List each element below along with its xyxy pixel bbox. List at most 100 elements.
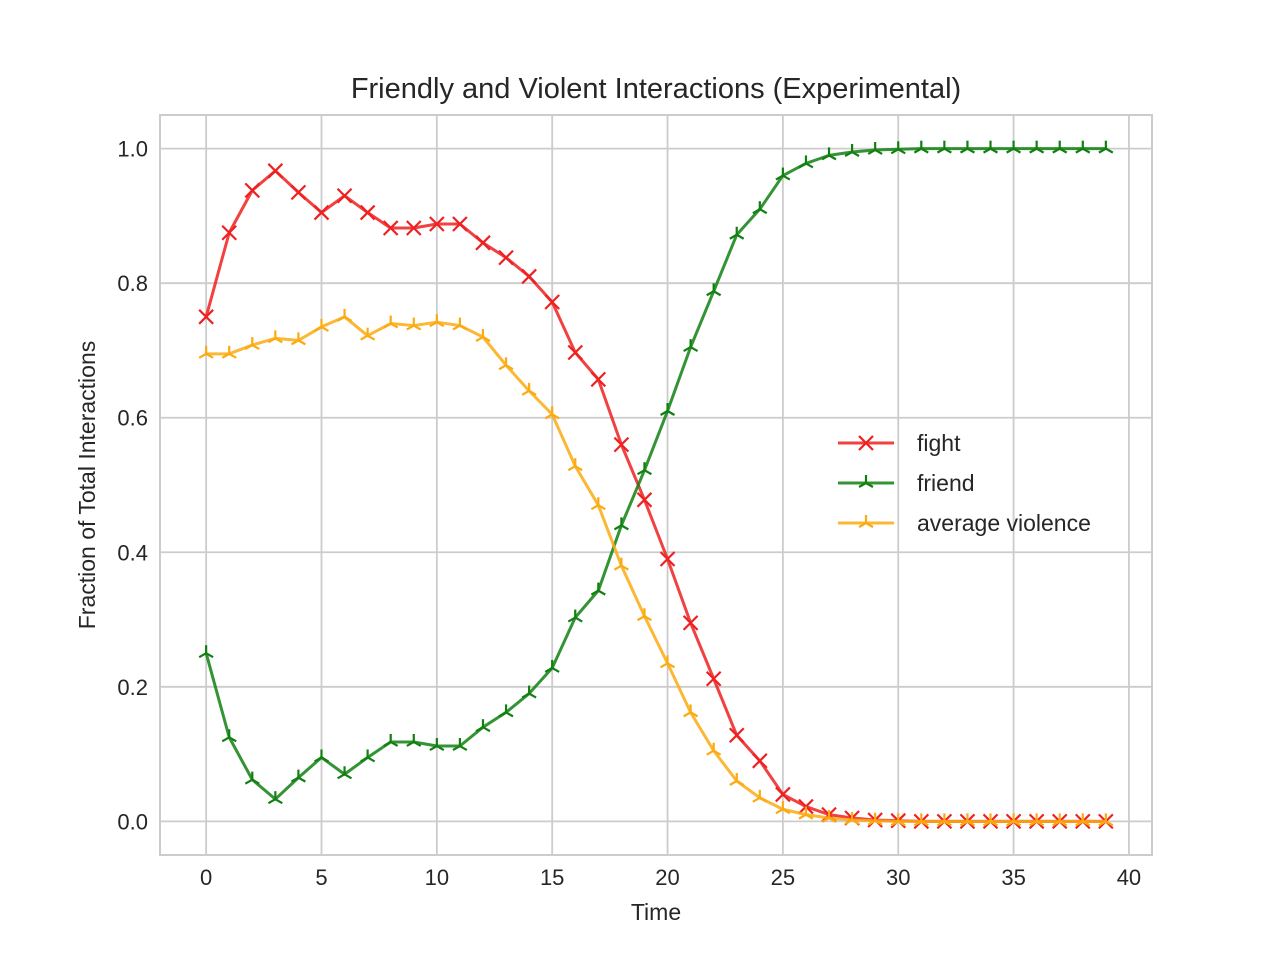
data-point-friend	[290, 769, 306, 783]
data-point-friend	[198, 645, 214, 659]
data-point-friend	[683, 339, 699, 353]
y-tick-label: 0.4	[117, 540, 148, 565]
legend-item-friend: friend	[838, 470, 975, 496]
data-point-fight	[498, 249, 514, 266]
data-point-fight	[221, 224, 237, 241]
data-point-fight	[613, 436, 630, 453]
data-point-friend	[498, 704, 514, 718]
data-point-fight	[429, 216, 445, 232]
y-tick-labels: 0.0 0.2 0.4 0.6 0.8 1.0	[117, 137, 148, 835]
data-point-friend	[221, 729, 237, 743]
data-point-average-violence	[936, 813, 952, 827]
data-point-average-violence	[244, 337, 260, 351]
x-tick-label: 5	[315, 865, 327, 890]
data-point-fight	[775, 786, 791, 803]
data-point-friend	[267, 791, 283, 805]
data-point-average-violence	[567, 458, 583, 472]
x-tick-label: 15	[540, 865, 564, 890]
y-tick-label: 0.2	[117, 675, 148, 700]
x-tick-label: 35	[1001, 865, 1025, 890]
data-point-friend	[1006, 140, 1022, 154]
series-line-friend	[204, 147, 1106, 801]
data-point-fight	[244, 182, 261, 199]
data-point-fight	[752, 753, 768, 769]
data-point-fight	[682, 615, 699, 631]
data-point-average-violence	[1098, 813, 1114, 827]
legend: fight friend average violence	[838, 430, 1091, 536]
data-point-average-violence	[521, 382, 537, 396]
data-point-friend	[936, 140, 952, 154]
data-point-friend	[983, 140, 999, 154]
data-point-fight	[290, 184, 307, 201]
series-line-average-violence	[206, 315, 1106, 823]
data-point-average-violence	[660, 655, 676, 669]
data-point-friend	[636, 462, 652, 476]
data-point-friend	[1052, 140, 1068, 154]
data-point-friend	[567, 609, 583, 623]
data-point-friend	[660, 403, 676, 416]
data-point-friend	[406, 733, 422, 747]
data-point-average-violence	[475, 329, 491, 342]
data-point-average-violence	[729, 773, 745, 786]
data-point-fight	[313, 204, 330, 221]
legend-label: friend	[917, 470, 975, 496]
data-point-fight	[544, 294, 560, 310]
data-point-friend	[475, 719, 491, 733]
data-point-friend	[313, 749, 329, 763]
data-point-fight	[267, 163, 284, 179]
data-point-friend	[775, 167, 791, 181]
data-point-average-violence	[775, 801, 791, 815]
data-point-fight	[359, 204, 376, 221]
data-point-friend	[1029, 140, 1045, 154]
data-point-average-violence	[498, 357, 514, 371]
data-point-average-violence	[1029, 813, 1045, 827]
legend-marker	[858, 515, 874, 528]
x-tick-label: 25	[771, 865, 795, 890]
y-tick-label: 1.0	[117, 137, 148, 162]
data-point-fight	[198, 309, 214, 325]
series-average-violence	[198, 308, 1114, 827]
data-point-friend	[452, 738, 468, 751]
series-friend	[198, 140, 1114, 805]
data-point-fight	[567, 344, 584, 361]
chart-title: Friendly and Violent Interactions (Exper…	[351, 73, 961, 105]
y-tick-label: 0.8	[117, 271, 148, 296]
data-point-average-violence	[844, 812, 860, 825]
x-tick-labels: 0 5 10 15 20 25 30 35 40	[200, 865, 1141, 890]
data-point-friend	[913, 140, 929, 154]
data-point-fight	[798, 798, 814, 815]
data-point-friend	[244, 771, 260, 785]
data-point-friend	[590, 582, 606, 596]
data-point-average-violence	[267, 330, 283, 344]
data-point-friend	[429, 738, 445, 751]
data-point-friend	[1098, 140, 1114, 154]
data-point-average-violence	[429, 314, 445, 328]
data-point-fight	[336, 187, 353, 204]
data-point-friend	[844, 144, 860, 157]
data-point-friend	[890, 141, 906, 155]
data-point-average-violence	[913, 813, 929, 827]
data-point-average-violence	[867, 812, 883, 826]
y-axis-label: Fraction of Total Interactions	[74, 341, 100, 630]
data-point-fight	[705, 670, 722, 687]
x-tick-label: 10	[425, 865, 449, 890]
data-point-average-violence	[1052, 813, 1068, 827]
x-tick-label: 20	[655, 865, 679, 890]
data-point-fight	[590, 371, 607, 388]
data-point-friend	[752, 201, 768, 215]
data-point-average-violence	[383, 315, 399, 329]
data-point-friend	[821, 147, 837, 161]
legend-item-fight: fight	[838, 430, 961, 456]
legend-label: fight	[917, 430, 961, 456]
x-tick-label: 30	[886, 865, 910, 890]
data-point-average-violence	[1075, 813, 1091, 827]
data-point-average-violence	[221, 345, 237, 359]
legend-marker	[858, 475, 874, 488]
data-point-average-violence	[360, 327, 376, 341]
data-point-fight	[405, 220, 422, 236]
data-point-friend	[337, 766, 353, 780]
data-point-average-violence	[890, 813, 906, 827]
data-point-friend	[544, 659, 560, 673]
x-tick-label: 40	[1117, 865, 1141, 890]
y-tick-label: 0.6	[117, 406, 148, 431]
